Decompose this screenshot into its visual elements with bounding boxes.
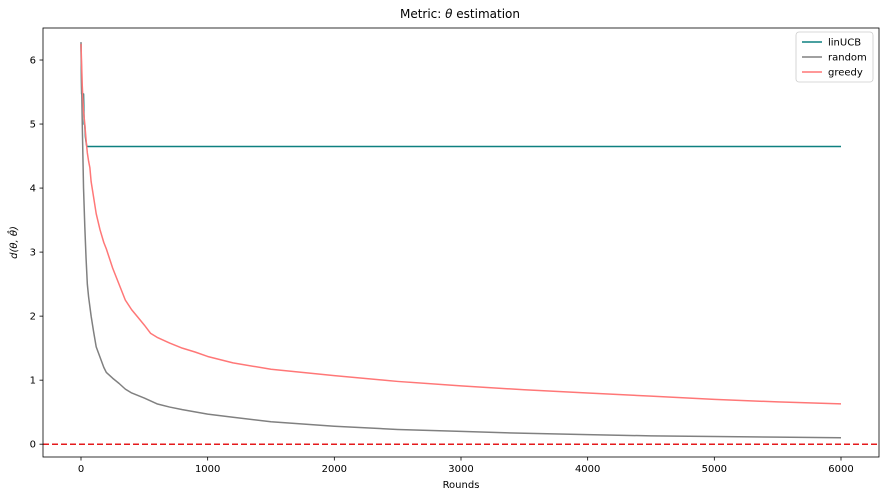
x-tick-label: 6000 [828, 464, 853, 475]
series-line-linucb [80, 44, 841, 148]
x-tick-label: 4000 [575, 464, 600, 475]
y-tick-label: 4 [30, 184, 36, 195]
legend-label-random: random [828, 53, 867, 64]
legend-label-linucb: linUCB [828, 38, 861, 49]
series-line-greedy [80, 43, 842, 405]
series-line-random [80, 42, 842, 439]
y-axis: 0 1 2 3 4 5 6 [30, 56, 43, 451]
x-tick-label: 1000 [195, 464, 220, 475]
x-axis: 0 1000 2000 3000 4000 5000 6000 [78, 457, 854, 475]
plot-area [43, 42, 879, 445]
x-tick-label: 0 [78, 464, 84, 475]
y-tick-label: 1 [30, 376, 36, 387]
y-tick-label: 3 [30, 248, 36, 259]
chart-title-suffix: estimation [452, 7, 520, 21]
y-tick-label: 0 [30, 440, 36, 451]
x-tick-label: 3000 [448, 464, 473, 475]
chart-title-prefix: Metric: [400, 7, 445, 21]
y-tick-label: 2 [30, 312, 36, 323]
chart-title: Metric: θ estimation [400, 7, 520, 21]
y-tick-label: 6 [30, 56, 36, 67]
legend-box [795, 31, 874, 83]
chart-title-symbol: θ [445, 7, 453, 21]
y-axis-label: d(θ, θ̂) [6, 226, 20, 259]
plot-frame [42, 27, 880, 458]
legend-label-greedy: greedy [828, 68, 863, 79]
legend: linUCB random greedy [795, 31, 874, 83]
x-tick-label: 5000 [702, 464, 727, 475]
y-tick-label: 5 [30, 120, 36, 131]
x-tick-label: 2000 [322, 464, 347, 475]
x-axis-label: Rounds [443, 480, 480, 491]
